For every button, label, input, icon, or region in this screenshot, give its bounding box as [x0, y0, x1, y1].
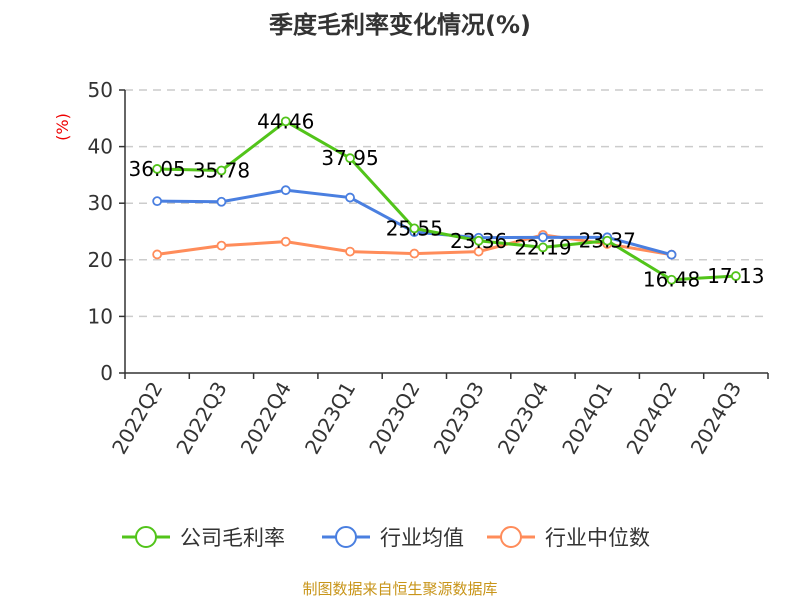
data-point [152, 164, 163, 174]
data-point [409, 223, 420, 234]
y-axis-unit: (%) [53, 113, 72, 141]
data-point [280, 116, 291, 127]
chart-title: 季度毛利率变化情况(%) [269, 11, 531, 39]
data-point [538, 242, 548, 253]
data-point [666, 249, 677, 260]
data-point [345, 192, 355, 203]
legend-marker [335, 526, 357, 548]
data-point [602, 235, 613, 246]
y-tick-label: 0 [100, 361, 113, 385]
y-tick-label: 50 [88, 78, 113, 102]
data-point [216, 196, 227, 207]
legend-label: 行业均值 [380, 526, 464, 550]
legend-label: 公司毛利率 [180, 526, 285, 550]
x-tick-label: 2022Q4 [236, 378, 296, 459]
x-tick-label: 2024Q1 [557, 378, 617, 459]
data-point [345, 153, 355, 164]
x-tick-label: 2023Q1 [300, 378, 360, 459]
data-point [473, 246, 484, 257]
data-label: 44.46 [257, 109, 314, 133]
data-label: 35.78 [193, 158, 250, 182]
data-label: 23.37 [579, 229, 636, 253]
data-label: 22.19 [514, 235, 571, 259]
y-tick-label: 20 [88, 248, 113, 272]
legend-label: 行业中位数 [545, 526, 650, 550]
legend-marker [500, 526, 522, 548]
legend-marker [135, 526, 157, 548]
data-point [152, 249, 163, 260]
data-point [216, 165, 227, 176]
x-tick-label: 2023Q2 [364, 378, 424, 459]
data-point [345, 246, 355, 257]
y-tick-label: 30 [88, 191, 113, 215]
x-tick-label: 2023Q4 [493, 378, 553, 459]
data-point [473, 235, 484, 246]
data-label: 25.55 [386, 216, 443, 240]
data-point [280, 185, 291, 196]
data-point [730, 271, 741, 281]
data-label: 37.95 [321, 146, 378, 170]
x-tick-label: 2022Q3 [171, 378, 231, 459]
data-point [409, 248, 420, 259]
x-tick-label: 2024Q2 [621, 378, 681, 459]
data-point [666, 274, 677, 285]
data-point [152, 196, 163, 207]
data-point [538, 232, 548, 243]
series-line [157, 119, 736, 282]
y-tick-label: 40 [88, 135, 113, 159]
data-label: 16.48 [643, 268, 700, 292]
x-tick-label: 2023Q3 [429, 378, 489, 459]
data-label: 23.36 [450, 229, 507, 253]
x-tick-label: 2022Q2 [107, 378, 167, 459]
data-label: 36.05 [129, 157, 186, 181]
data-point [280, 236, 291, 247]
data-label: 17.13 [707, 264, 764, 288]
data-point [216, 240, 227, 251]
y-tick-label: 10 [88, 304, 113, 328]
data-source: 制图数据来自恒生聚源数据库 [302, 580, 497, 598]
x-tick-label: 2024Q3 [686, 378, 746, 459]
